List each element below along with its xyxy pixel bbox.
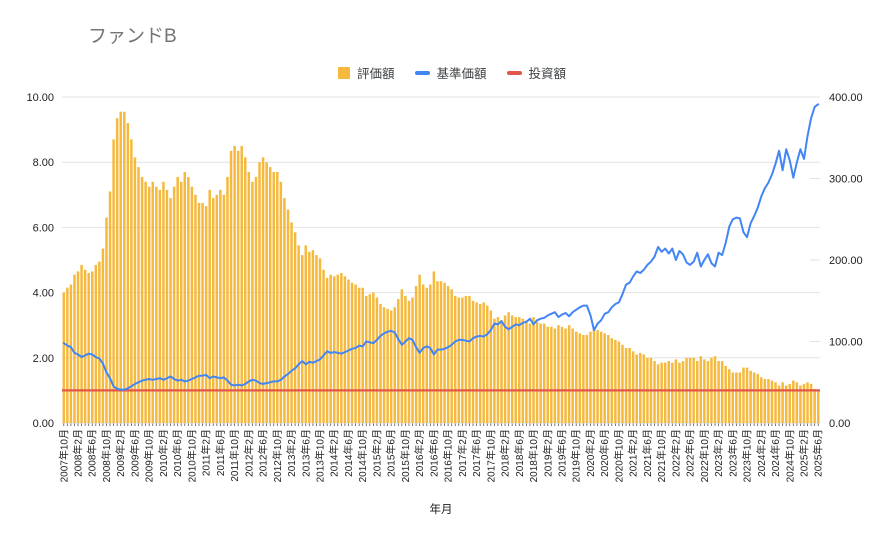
svg-text:2013年2月: 2013年2月: [285, 429, 298, 477]
svg-text:2014年2月: 2014年2月: [328, 429, 341, 477]
svg-text:0.00: 0.00: [829, 418, 850, 430]
chart-title: ファンドB: [88, 26, 177, 47]
svg-text:100.00: 100.00: [829, 337, 863, 349]
svg-text:2008年10月: 2008年10月: [100, 429, 113, 482]
svg-text:2016年6月: 2016年6月: [427, 429, 440, 477]
svg-text:2007年10月: 2007年10月: [57, 429, 70, 482]
svg-text:8.00: 8.00: [33, 157, 54, 169]
legend-label-valuation: 評価額: [357, 67, 395, 81]
svg-text:2014年10月: 2014年10月: [356, 429, 369, 482]
legend-label-base-price: 基準価額: [436, 67, 487, 81]
legend: 評価額 基準価額 投資額: [338, 63, 566, 82]
x-axis-title: 年月: [429, 504, 453, 516]
svg-text:2009年10月: 2009年10月: [143, 429, 156, 482]
investment-swatch-icon: [506, 70, 522, 75]
svg-text:2022年6月: 2022年6月: [684, 429, 697, 477]
svg-text:2023年2月: 2023年2月: [712, 429, 725, 477]
svg-text:2021年6月: 2021年6月: [641, 429, 654, 477]
svg-text:2018年10月: 2018年10月: [527, 429, 540, 482]
svg-text:2.00: 2.00: [33, 353, 54, 365]
svg-text:0.00: 0.00: [33, 418, 54, 430]
base-price-swatch-icon: [414, 70, 430, 75]
svg-text:2013年10月: 2013年10月: [314, 429, 327, 482]
svg-text:2018年6月: 2018年6月: [513, 429, 526, 477]
svg-text:2018年2月: 2018年2月: [499, 429, 512, 477]
svg-text:2024年2月: 2024年2月: [755, 429, 768, 477]
svg-text:2025年2月: 2025年2月: [798, 429, 811, 477]
svg-text:2023年6月: 2023年6月: [726, 429, 739, 477]
svg-text:2019年10月: 2019年10月: [570, 429, 583, 482]
svg-text:2008年2月: 2008年2月: [72, 429, 85, 477]
svg-text:2010年10月: 2010年10月: [185, 429, 198, 482]
svg-text:2012年6月: 2012年6月: [257, 429, 270, 477]
svg-text:2022年2月: 2022年2月: [669, 429, 682, 477]
svg-text:4.00: 4.00: [33, 288, 54, 300]
svg-text:300.00: 300.00: [829, 174, 863, 186]
valuation-swatch-icon: [338, 66, 350, 79]
legend-item-base-price: 基準価額: [414, 63, 487, 82]
svg-text:2016年10月: 2016年10月: [442, 429, 455, 482]
svg-text:2012年10月: 2012年10月: [271, 429, 284, 482]
svg-text:2013年6月: 2013年6月: [299, 429, 312, 477]
svg-text:2021年2月: 2021年2月: [627, 429, 640, 477]
svg-text:2012年2月: 2012年2月: [242, 429, 255, 477]
svg-text:2020年2月: 2020年2月: [584, 429, 597, 477]
svg-text:2024年10月: 2024年10月: [783, 429, 796, 482]
legend-item-valuation: 評価額: [338, 63, 395, 82]
svg-text:2022年10月: 2022年10月: [698, 429, 711, 482]
svg-text:2017年6月: 2017年6月: [470, 429, 483, 477]
svg-text:2015年2月: 2015年2月: [370, 429, 383, 477]
svg-text:400.00: 400.00: [829, 92, 863, 104]
svg-text:2011年6月: 2011年6月: [214, 429, 227, 476]
legend-label-investment: 投資額: [528, 67, 567, 81]
legend-item-investment: 投資額: [506, 63, 567, 82]
svg-text:2021年10月: 2021年10月: [655, 429, 668, 482]
svg-text:2009年6月: 2009年6月: [129, 429, 142, 477]
svg-text:2011年2月: 2011年2月: [200, 429, 213, 476]
svg-text:2015年6月: 2015年6月: [385, 429, 398, 477]
svg-text:6.00: 6.00: [33, 222, 54, 234]
svg-text:2015年10月: 2015年10月: [399, 429, 412, 482]
svg-text:2019年2月: 2019年2月: [541, 429, 554, 477]
svg-text:2016年2月: 2016年2月: [413, 429, 426, 477]
svg-text:200.00: 200.00: [829, 255, 863, 267]
svg-text:2010年2月: 2010年2月: [157, 429, 170, 477]
svg-text:2010年6月: 2010年6月: [171, 429, 184, 477]
svg-text:2019年6月: 2019年6月: [556, 429, 569, 477]
svg-text:2025年6月: 2025年6月: [812, 429, 825, 477]
svg-text:2009年2月: 2009年2月: [114, 429, 127, 477]
svg-text:2011年10月: 2011年10月: [228, 429, 241, 482]
svg-text:2008年6月: 2008年6月: [86, 429, 99, 477]
svg-text:10.00: 10.00: [26, 92, 54, 104]
svg-text:2023年10月: 2023年10月: [741, 429, 754, 482]
svg-text:2020年10月: 2020年10月: [612, 429, 625, 482]
svg-text:2017年2月: 2017年2月: [456, 429, 469, 477]
svg-text:2024年6月: 2024年6月: [769, 429, 782, 477]
svg-text:2020年6月: 2020年6月: [598, 429, 611, 477]
svg-text:2014年6月: 2014年6月: [342, 429, 355, 477]
svg-text:2017年10月: 2017年10月: [484, 429, 497, 482]
